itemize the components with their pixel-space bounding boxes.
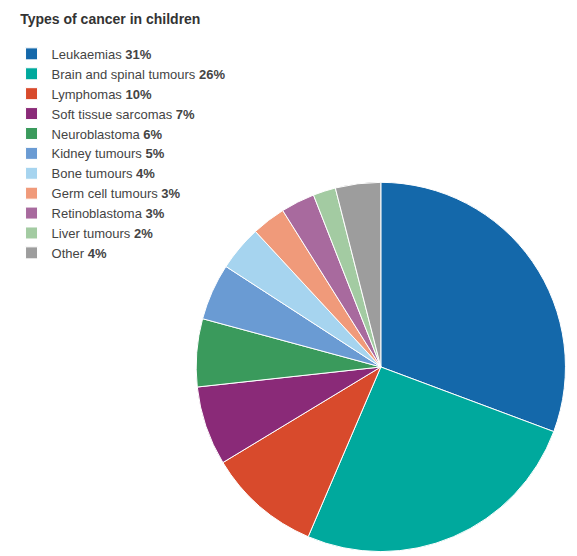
svg-text:Liver tumours 2%: Liver tumours 2% [52, 226, 154, 241]
svg-text:Types of cancer in children: Types of cancer in children [20, 11, 200, 27]
svg-text:Neuroblastoma 6%: Neuroblastoma 6% [52, 127, 163, 142]
svg-text:Bone tumours 4%: Bone tumours 4% [52, 166, 156, 181]
svg-text:Soft tissue sarcomas 7%: Soft tissue sarcomas 7% [52, 107, 196, 122]
svg-text:Retinoblastoma 3%: Retinoblastoma 3% [52, 206, 165, 221]
svg-text:Brain and spinal tumours 26%: Brain and spinal tumours 26% [52, 67, 226, 82]
svg-text:Kidney tumours 5%: Kidney tumours 5% [52, 146, 165, 161]
svg-text:Leukaemias 31%: Leukaemias 31% [52, 47, 152, 62]
svg-text:Germ cell tumours 3%: Germ cell tumours 3% [52, 186, 181, 201]
svg-text:Other 4%: Other 4% [52, 246, 107, 261]
svg-text:Lymphomas 10%: Lymphomas 10% [52, 87, 152, 102]
